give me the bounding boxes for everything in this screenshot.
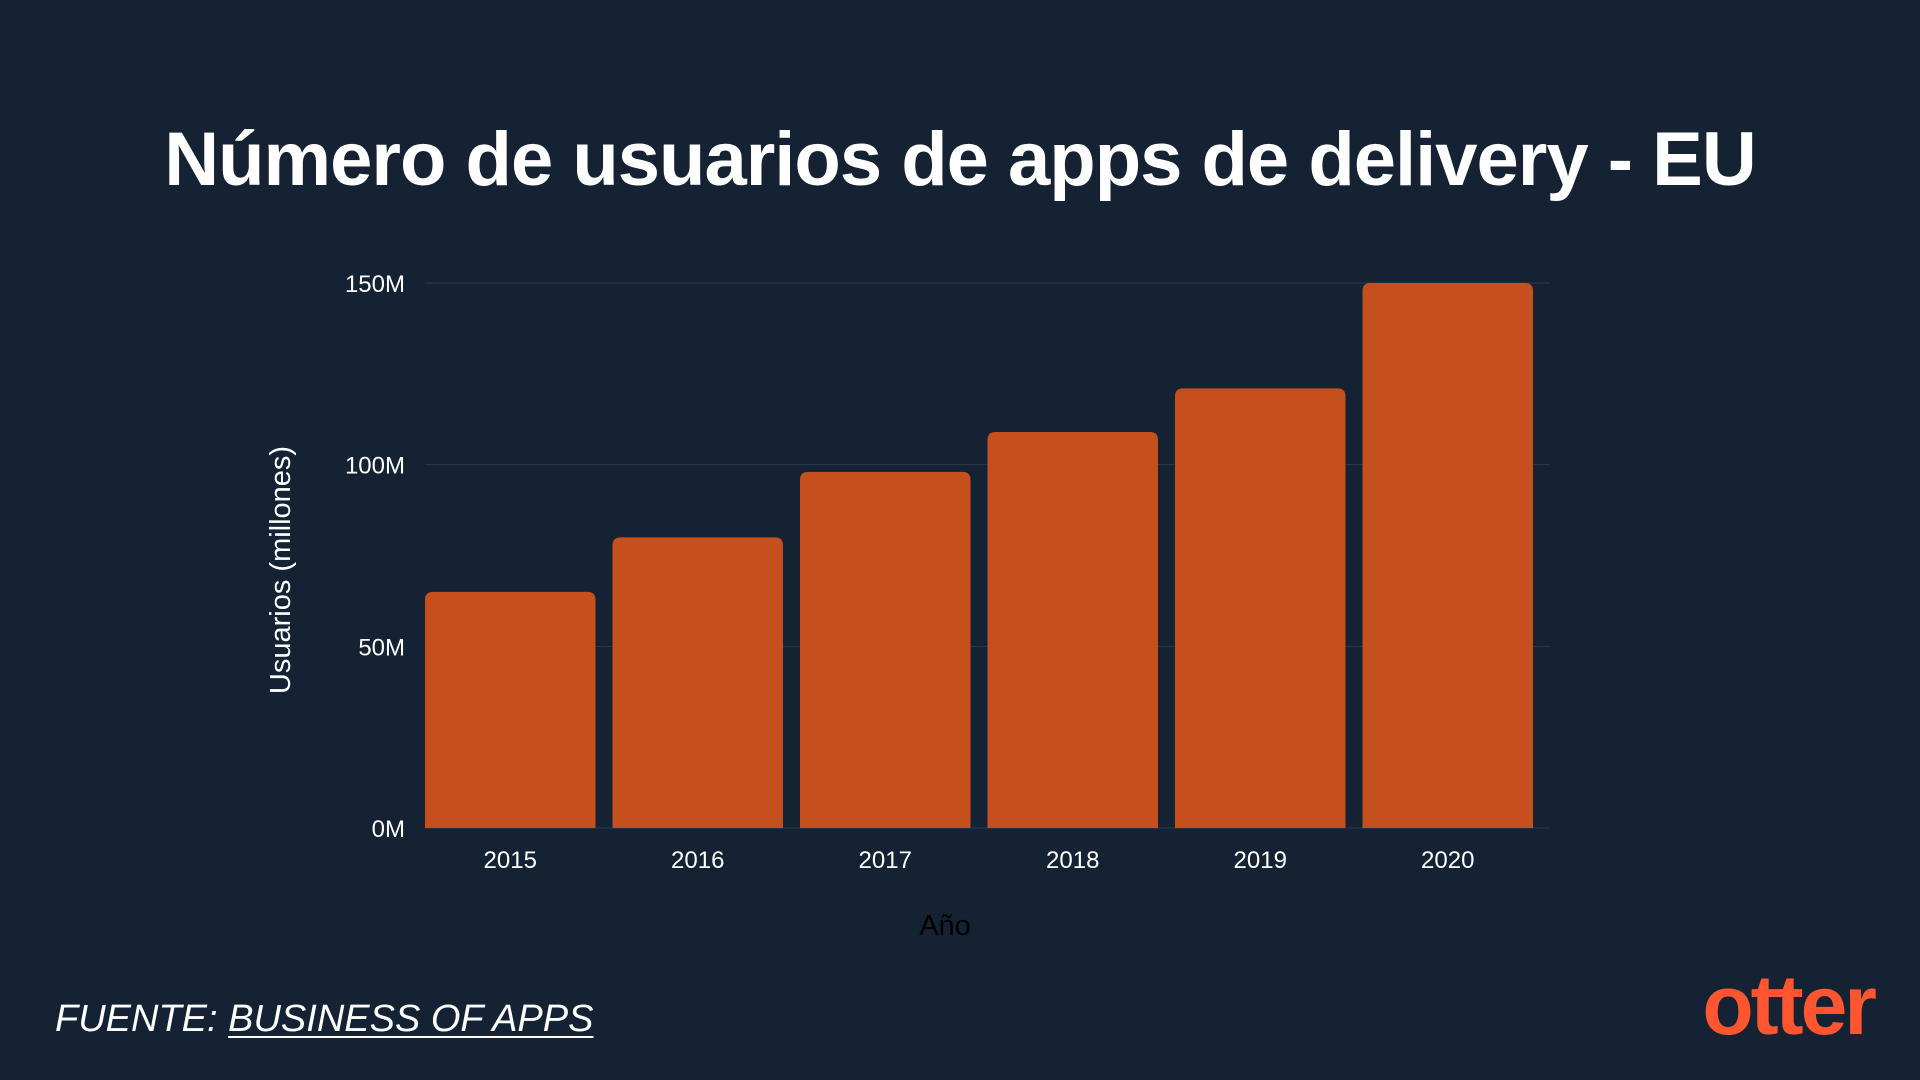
x-tick-label: 2015 — [484, 847, 537, 874]
y-tick-label: 100M — [345, 453, 405, 480]
source-prefix: FUENTE: — [55, 998, 229, 1040]
x-tick-label: 2018 — [1046, 847, 1099, 874]
y-tick-label: 50M — [358, 634, 405, 661]
bar-2019 — [1175, 388, 1346, 828]
chart-title: Número de usuarios de apps de delivery -… — [164, 117, 1756, 202]
bar-2015 — [425, 591, 596, 828]
bar-2018 — [987, 431, 1158, 828]
source-link[interactable]: BUSINESS OF APPS — [228, 998, 594, 1040]
x-axis-ticks: 2015 2016 2017 2018 2019 2020 — [484, 847, 1475, 874]
bars — [425, 283, 1533, 828]
y-tick-label: 0M — [372, 816, 405, 843]
otter-logo: otter — [1702, 958, 1877, 1052]
x-tick-label: 2020 — [1421, 847, 1474, 874]
bar-2016 — [612, 537, 783, 828]
y-tick-label: 150M — [345, 271, 405, 298]
x-axis-title: Año — [919, 910, 971, 942]
x-tick-label: 2019 — [1234, 847, 1287, 874]
y-axis-title: Usuarios (millones) — [265, 446, 297, 694]
bar-2020 — [1362, 283, 1533, 828]
bar-2017 — [800, 471, 971, 828]
source-note: FUENTE: BUSINESS OF APPS — [55, 995, 593, 1043]
y-axis-ticks: 0M 50M 100M 150M — [345, 271, 405, 843]
x-tick-label: 2016 — [671, 847, 724, 874]
x-tick-label: 2017 — [859, 847, 912, 874]
